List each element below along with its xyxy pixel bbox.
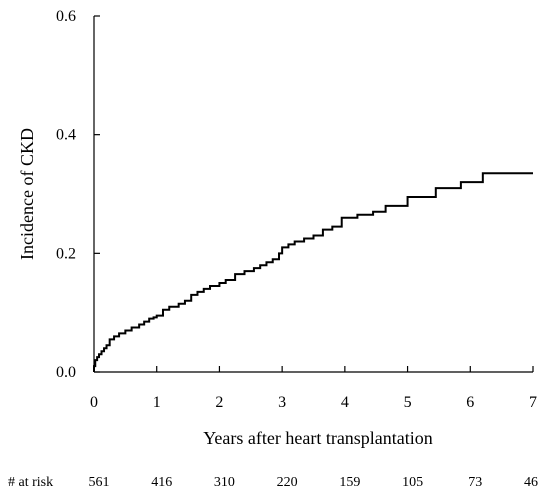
y-axis-title: Incidence of CKD bbox=[17, 128, 37, 260]
at-risk-value: 46 bbox=[524, 475, 538, 490]
x-tick-label: 4 bbox=[341, 394, 349, 411]
at-risk-value: 220 bbox=[277, 475, 298, 490]
plot-area bbox=[93, 172, 533, 372]
y-tick-label: 0.2 bbox=[56, 245, 76, 262]
x-tick-label: 6 bbox=[466, 394, 474, 411]
at-risk-value: 73 bbox=[468, 475, 482, 490]
at-risk-value: 159 bbox=[339, 475, 360, 490]
y-tick-label: 0.4 bbox=[56, 127, 76, 144]
at-risk-value: 416 bbox=[151, 475, 172, 490]
x-tick-label: 1 bbox=[153, 394, 161, 411]
incidence-step-curve bbox=[93, 172, 533, 372]
x-tick-label: 0 bbox=[90, 394, 98, 411]
axes: 0.0 0.2 0.4 0.6 0 1 2 3 4 5 6 7 bbox=[56, 8, 537, 411]
y-tick-label: 0.6 bbox=[56, 8, 76, 25]
x-tick-label: 5 bbox=[404, 394, 412, 411]
x-tick-label: 3 bbox=[278, 394, 286, 411]
at-risk-value: 561 bbox=[89, 475, 110, 490]
at-risk-value: 105 bbox=[402, 475, 423, 490]
at-risk-value: 310 bbox=[214, 475, 235, 490]
y-tick-label: 0.0 bbox=[56, 364, 76, 381]
x-tick-label: 7 bbox=[529, 394, 537, 411]
x-tick-label: 2 bbox=[215, 394, 223, 411]
at-risk-row: 561 416 310 220 159 105 73 46 bbox=[89, 475, 539, 490]
at-risk-label: # at risk bbox=[8, 475, 53, 490]
x-axis-title: Years after heart transplantation bbox=[203, 428, 433, 448]
